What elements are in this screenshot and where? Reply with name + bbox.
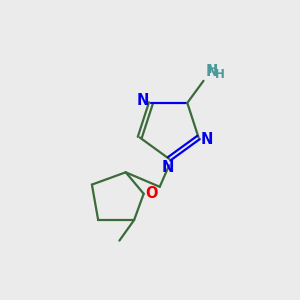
Text: H: H (215, 68, 225, 81)
Text: H: H (207, 63, 217, 76)
Text: N: N (161, 160, 174, 175)
Text: N: N (136, 93, 149, 108)
Text: N: N (201, 132, 213, 147)
Text: O: O (146, 186, 158, 201)
Text: N: N (205, 64, 218, 79)
